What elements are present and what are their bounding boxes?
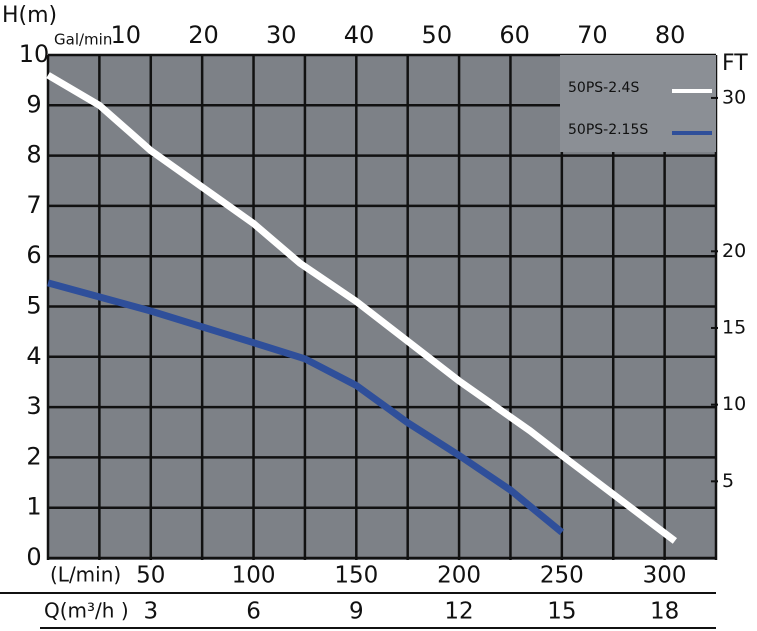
series-line: [47, 279, 565, 536]
y-axis-label: H(m): [2, 3, 57, 28]
x2-tick-label: 50: [422, 21, 453, 49]
x-tick-label: 150: [334, 563, 378, 589]
x-tick-label: 300: [643, 563, 687, 589]
legend-box: [560, 55, 716, 152]
y2-tick-label: 30: [722, 86, 746, 108]
y-tick-label: 10: [19, 40, 50, 68]
y-tick-label: 9: [26, 90, 41, 118]
x2-tick-label: 40: [344, 21, 375, 49]
y-tick-label: 6: [26, 241, 41, 269]
x2-tick-label: 80: [655, 21, 686, 49]
x3-tick-label: 9: [349, 599, 364, 625]
y2-axis-label: FT: [722, 51, 748, 76]
y2-tick-label: 15: [722, 316, 746, 338]
x3-tick-label: 3: [143, 599, 158, 625]
y-tick-label: 1: [26, 493, 41, 521]
y-tick-label: 5: [26, 292, 41, 320]
x-tick-label: 100: [232, 563, 276, 589]
y2-tick-label: 20: [722, 240, 746, 262]
x-axis-label: (L/min): [50, 563, 121, 587]
y2-tick-label: 10: [722, 393, 746, 415]
x2-tick-label: 70: [577, 21, 608, 49]
legend-label: 50PS-2.4S: [568, 80, 639, 96]
y-tick-label: 0: [26, 543, 41, 571]
x2-tick-label: 10: [110, 21, 141, 49]
y-tick-label: 2: [26, 442, 41, 470]
x3-axis-label: Q(m³/h ): [44, 599, 129, 623]
x3-tick-label: 12: [444, 599, 473, 625]
x3-tick-label: 18: [650, 599, 679, 625]
x2-tick-label: 30: [266, 21, 297, 49]
y-tick-label: 8: [26, 141, 41, 169]
x3-tick-label: 6: [246, 599, 261, 625]
x2-tick-label: 60: [499, 21, 530, 49]
x-tick-label: 50: [136, 563, 165, 589]
x2-tick-label: 20: [188, 21, 219, 49]
legend-label: 50PS-2.15S: [568, 122, 648, 138]
x-tick-label: 250: [540, 563, 584, 589]
y-tick-label: 3: [26, 392, 41, 420]
x2-axis-label: Gal/min: [54, 31, 112, 49]
grid: [46, 53, 718, 560]
x3-tick-label: 15: [547, 599, 576, 625]
y-tick-label: 7: [26, 191, 41, 219]
y-tick-label: 4: [26, 342, 41, 370]
y2-tick-label: 5: [722, 470, 734, 492]
series-line: [46, 72, 678, 544]
x-tick-label: 200: [437, 563, 481, 589]
